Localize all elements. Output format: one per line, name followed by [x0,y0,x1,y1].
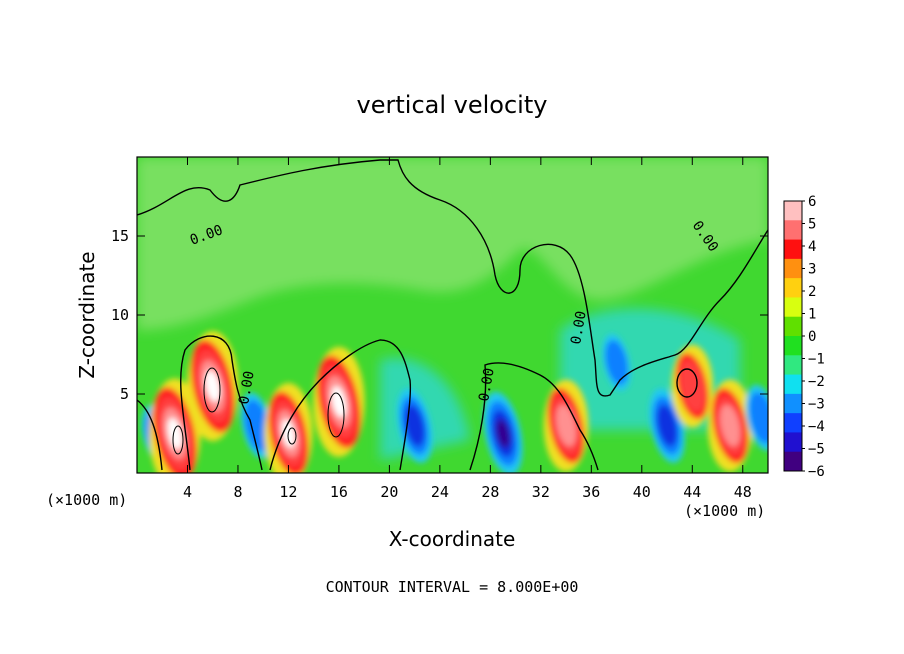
x-tick-label: 40 [633,483,651,501]
colorbar-label: −4 [808,419,825,435]
x-unit-label-left: (×1000 m) [46,491,127,509]
colorbar-swatch [784,413,802,433]
contour-interval-note: CONTOUR INTERVAL = 8.000E+00 [326,578,579,596]
downdraft-cell [605,340,628,385]
closed-contour [327,392,345,438]
x-tick-label: 16 [330,483,348,501]
colorbar-swatch [784,258,802,279]
colorbar-label: −2 [808,374,825,390]
y-axis-label: Z-coordinate [75,251,99,378]
updraft-cell [679,360,705,412]
x-tick-label: 48 [734,483,752,501]
contour-lines [137,159,768,471]
downdraft-cell [657,404,678,447]
contour-label: 0.00 [568,310,590,346]
updraft-cell [331,386,347,418]
x-tick-label: 12 [279,483,297,501]
colorbar-label: 3 [808,262,816,278]
closed-contour [203,367,221,413]
colorbar-swatch [784,297,802,318]
updraft-cell [556,404,577,447]
x-tick-label: 20 [380,483,398,501]
colorbar-swatch [784,432,802,453]
zero-contour [137,159,768,397]
x-tick-label: 8 [233,483,242,501]
colorbar-label: 0 [808,329,816,345]
colorbar-swatch [784,374,802,395]
zero-contour [137,335,599,471]
colorbar-swatch [784,201,802,221]
colorbar-label: 2 [808,284,816,300]
colorbar: 6 5 4 3 2 1 0 −1 −2 −3 −4 −5 −6 [783,194,825,480]
colorbar-swatch [784,451,802,472]
x-tick-label: 36 [582,483,600,501]
colorbar-swatch [784,355,802,376]
x-ticks: 4 8 12 16 20 24 28 32 36 40 44 48 [183,157,752,501]
upper-light-region [137,157,768,330]
colorbar-swatch [784,336,802,356]
y-tick-label: 5 [120,385,129,403]
x-tick-label: 44 [683,483,701,501]
colorbar-label: 1 [808,307,816,323]
colorbar-swatch [784,278,802,298]
downdraft-cell [496,419,510,448]
y-tick-label: 10 [111,306,129,324]
x-axis-label: X-coordinate [389,527,516,551]
x-unit-label-right: (×1000 m) [684,502,765,520]
y-ticks: 5 10 15 [111,227,768,403]
updraft-cell [720,404,741,447]
closed-contour [676,368,698,398]
colorbar-swatch [784,316,802,337]
colorbar-label: 6 [808,194,816,210]
colorbar-label: 4 [808,239,816,255]
colorbar-swatch [784,239,802,260]
colorbar-label: 5 [808,217,816,233]
updraft-cell [205,370,221,402]
closed-contour [287,427,297,445]
x-tick-label: 4 [183,483,192,501]
colorbar-swatch [784,393,802,414]
closed-contour [172,425,184,455]
downdraft-cell [244,399,270,452]
colorbar-swatch [784,220,802,241]
downdraft-cell [404,404,425,447]
chart-title: vertical velocity [357,91,548,119]
x-tick-label: 28 [481,483,499,501]
y-tick-label: 15 [111,227,129,245]
colorbar-label: −6 [808,464,825,480]
contour-label: 0.00 [236,370,258,406]
colorbar-label: −3 [808,397,825,413]
x-tick-label: 32 [532,483,550,501]
plot-area: 0.00 0.00 0.00 0.00 0.00 [137,157,768,473]
contour-label: 0.00 [476,367,498,403]
colorbar-label: −1 [808,352,825,368]
x-tick-label: 24 [431,483,449,501]
colorbar-label: −5 [808,442,825,458]
